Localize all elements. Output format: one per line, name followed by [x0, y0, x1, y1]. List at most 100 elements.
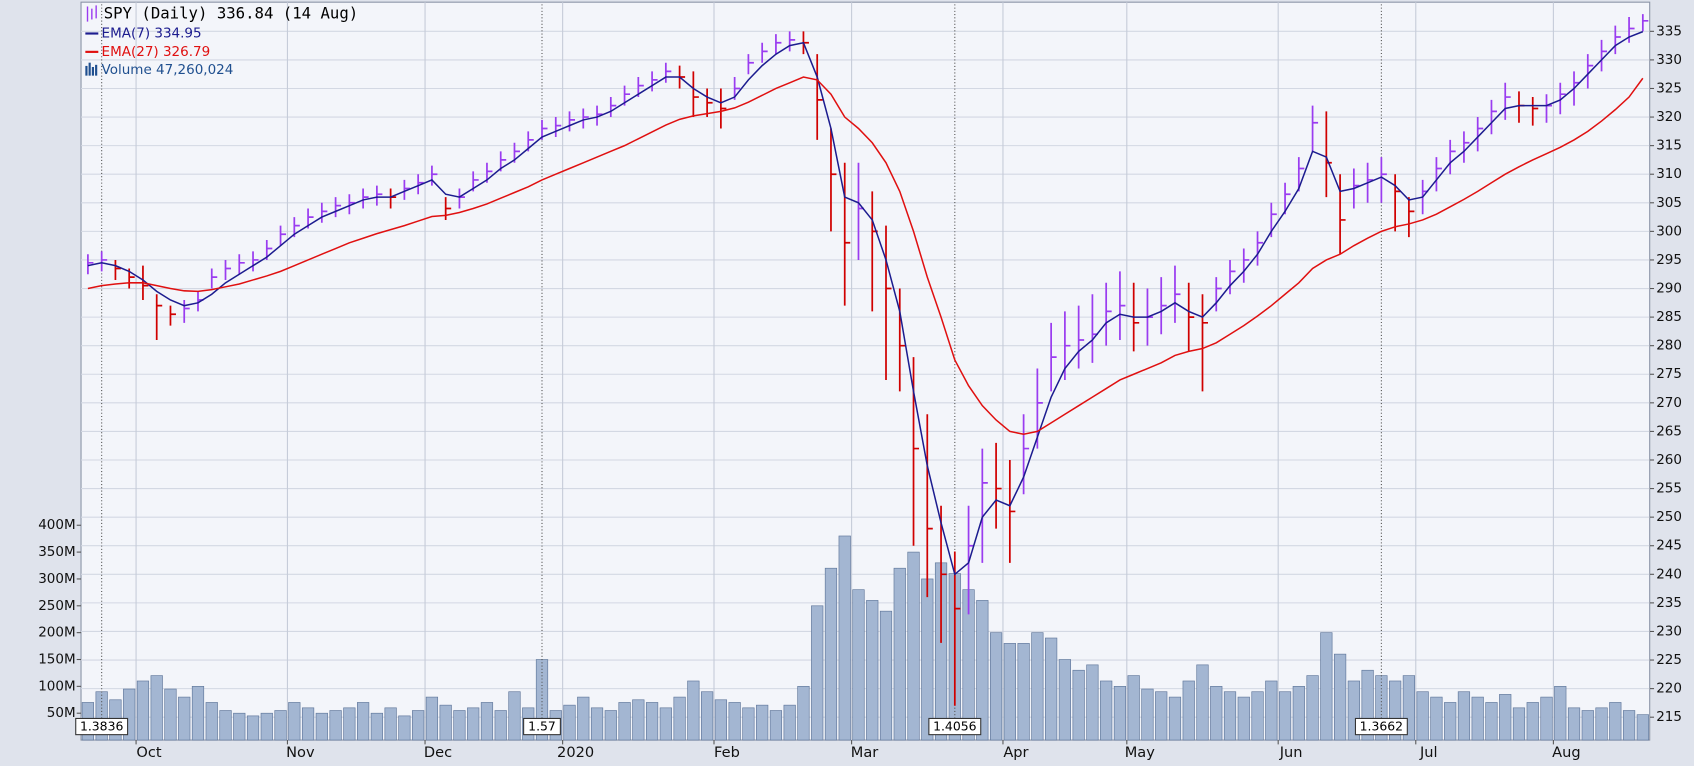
- y-tick-label: 250: [1656, 509, 1682, 525]
- y-tick-label: 330: [1656, 52, 1682, 68]
- ohlc-bar: [1022, 414, 1030, 495]
- volume-bar: [989, 632, 1003, 741]
- volume-bar: [315, 712, 328, 741]
- ohlc-bar: [1463, 131, 1470, 163]
- ohlc-bar: [1174, 265, 1181, 323]
- volume-bar: [260, 712, 273, 741]
- x-tick-label: 2020: [557, 744, 594, 761]
- ohlc-bar: [1077, 305, 1085, 369]
- volume-bar: [1086, 664, 1099, 741]
- ohlc-bar: [706, 88, 713, 118]
- ohlc-bar: [431, 165, 438, 186]
- ohlc-bar: [252, 251, 259, 272]
- volume-bar: [1457, 691, 1471, 741]
- annotation-label: 1.3662: [1360, 719, 1403, 734]
- ohlc-bar: [444, 197, 452, 220]
- y-tick-label: 255: [1656, 481, 1682, 497]
- ohlc-bar: [1628, 17, 1635, 43]
- volume-bar: [1416, 691, 1429, 741]
- volume-bar: [659, 707, 672, 741]
- y-tick-label: 280: [1656, 338, 1682, 354]
- volume-bar: [384, 707, 397, 741]
- ohlc-bar: [761, 42, 768, 63]
- y-tick-label: 230: [1656, 623, 1682, 639]
- volume-bar: [1031, 632, 1044, 741]
- ohlc-bar: [334, 197, 342, 218]
- volume-bar: [1113, 686, 1127, 741]
- y2-tick-label: 200M: [38, 625, 75, 641]
- ohlc-bar: [1339, 174, 1346, 255]
- y-tick-label: 285: [1656, 309, 1682, 325]
- ohlc-bar: [169, 305, 176, 326]
- volume-bar: [1223, 691, 1237, 741]
- ohlc-bar: [224, 259, 232, 280]
- ohlc-bar: [885, 225, 892, 380]
- grid: [81, 2, 1650, 741]
- volume-bar: [673, 696, 686, 741]
- x-tick-label: Dec: [424, 744, 452, 761]
- x-tick-label: Aug: [1552, 744, 1580, 761]
- volume-bar: [824, 567, 838, 741]
- volume-bar: [370, 712, 383, 741]
- ohlc-bar: [1050, 322, 1057, 392]
- ohlc-bar: [417, 174, 424, 195]
- legend-label: EMA(27) 326.79: [102, 44, 211, 60]
- annotation-box: [1354, 717, 1408, 736]
- volume-bar: [1127, 675, 1140, 741]
- x-tick-label: Oct: [136, 744, 161, 761]
- ohlc-bar: [1476, 117, 1484, 152]
- ohlc-bar: [1600, 39, 1608, 72]
- y2-tick-label: 250M: [38, 598, 75, 614]
- y-tick-label: 220: [1656, 681, 1682, 697]
- ohlc-bar: [926, 414, 933, 598]
- volume-bar: [1361, 669, 1374, 741]
- legend-icon-volume: [85, 62, 98, 76]
- legend-label: Volume 47,260,024: [102, 62, 234, 78]
- legend-label: EMA(7) 334.95: [102, 26, 202, 42]
- ohlc-bar: [1215, 277, 1222, 312]
- annotation-box: [523, 717, 561, 736]
- legend-icon-ohlc: [86, 5, 97, 22]
- volume-bar: [494, 710, 507, 741]
- volume-bar: [811, 605, 824, 741]
- ohlc-bar: [155, 294, 163, 340]
- y-tick-label: 335: [1656, 23, 1682, 39]
- ohlc-bar: [1201, 294, 1209, 392]
- ohlc-bar: [747, 54, 754, 75]
- ohlc-bar: [940, 505, 947, 643]
- volume-bar: [1402, 675, 1416, 741]
- volume-bar: [1141, 688, 1154, 741]
- volume-bar: [398, 715, 411, 741]
- ohlc-bar: [664, 62, 672, 83]
- volume-bar: [1554, 686, 1567, 741]
- ohlc-bar: [87, 254, 94, 275]
- ohlc-bar: [1380, 157, 1387, 203]
- y-tick-label: 295: [1656, 252, 1682, 268]
- volume-bar: [412, 710, 425, 741]
- volume-bar: [1540, 696, 1553, 741]
- y-tick-label: 245: [1656, 538, 1682, 554]
- annotation-label: 1.4056: [933, 719, 977, 734]
- volume-bar: [357, 702, 370, 741]
- volume-bar: [123, 688, 136, 741]
- ohlc-bar: [830, 128, 837, 232]
- volume-bar: [1389, 680, 1402, 741]
- volume-bar: [1292, 686, 1305, 741]
- annotation-box: [928, 717, 982, 736]
- ohlc-bar: [554, 117, 562, 138]
- volume-bar: [480, 702, 494, 741]
- y-tick-label: 240: [1656, 566, 1682, 582]
- ema-line: [87, 30, 1644, 576]
- volume-bar: [797, 686, 810, 741]
- volume-bar: [274, 710, 287, 741]
- volume-bar: [1444, 702, 1457, 741]
- volume-bar: [1526, 702, 1539, 741]
- volume-bar: [1485, 702, 1498, 741]
- x-tick-label: Jun: [1279, 744, 1303, 761]
- ohlc-bar: [609, 97, 617, 118]
- ohlc-bar: [582, 108, 589, 129]
- ohlc-bar: [1008, 459, 1016, 563]
- ohlc-bar: [1586, 54, 1594, 89]
